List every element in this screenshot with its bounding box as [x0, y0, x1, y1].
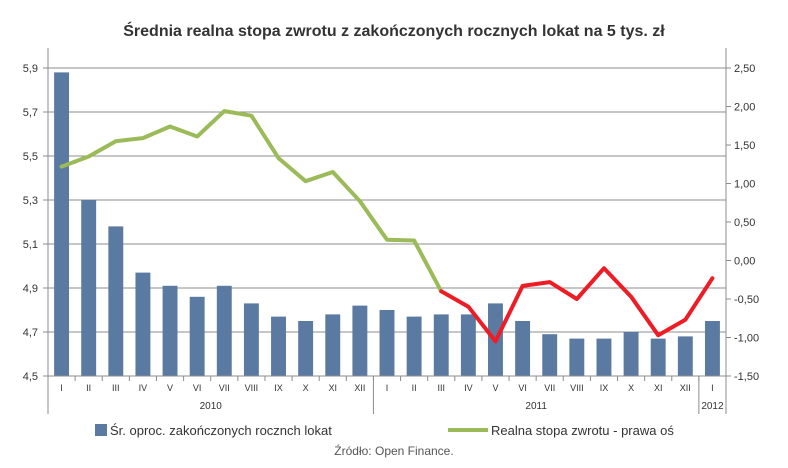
- bar: [569, 338, 585, 376]
- left-tick-label: 5,7: [23, 107, 38, 119]
- bar: [515, 321, 531, 376]
- legend: Śr. oproc. zakończonych rocznch lokat Re…: [95, 423, 674, 438]
- category-label: V: [492, 383, 498, 393]
- bar: [135, 272, 151, 376]
- left-tick-label: 5,3: [23, 195, 38, 207]
- left-tick-label: 4,7: [23, 327, 38, 339]
- left-tick-label: 5,5: [23, 151, 38, 163]
- bar: [542, 334, 558, 376]
- bar: [704, 321, 720, 376]
- category-label: VII: [219, 383, 230, 393]
- category-label: X: [628, 383, 634, 393]
- bar: [189, 296, 205, 376]
- bar: [325, 314, 341, 376]
- category-label: IX: [274, 383, 283, 393]
- bar: [162, 285, 178, 376]
- right-tick-label: 1,50: [734, 140, 755, 152]
- year-labels: 2010 2011 2012: [47, 376, 727, 414]
- chart-title: Średnia realna stopa zwrotu z zakończony…: [123, 21, 665, 40]
- category-label: XI: [329, 383, 338, 393]
- bar: [406, 316, 422, 376]
- bar: [108, 226, 124, 376]
- left-tick-label: 5,1: [23, 239, 38, 251]
- year-label: 2012: [701, 401, 724, 412]
- category-label: III: [437, 383, 445, 393]
- right-tick-label: -1,00: [734, 333, 759, 345]
- right-tick-label: 1,00: [734, 179, 755, 191]
- category-label: I: [386, 383, 389, 393]
- category-label: VIII: [570, 383, 584, 393]
- grid-lines: [48, 67, 726, 333]
- left-tick-label: 4,5: [23, 371, 38, 383]
- category-label: II: [412, 383, 417, 393]
- legend-bar-label: Śr. oproc. zakończonych rocznch lokat: [110, 423, 332, 438]
- line-series: [59, 109, 715, 344]
- bar: [81, 200, 97, 376]
- category-label: XII: [680, 383, 691, 393]
- bar: [677, 336, 693, 376]
- bar: [623, 332, 639, 376]
- left-tick-label: 5,9: [23, 63, 38, 75]
- category-label: I: [60, 383, 63, 393]
- category-label: VI: [518, 383, 527, 393]
- left-axis-ticks: 4,5 4,7 4,9 5,1 5,3 5,5 5,7 5,9: [23, 63, 48, 383]
- bar: [216, 285, 232, 376]
- line-positive-segment: [59, 109, 444, 294]
- year-label: 2011: [525, 401, 547, 412]
- category-label: X: [303, 383, 309, 393]
- right-tick-label: -0,50: [734, 294, 759, 306]
- category-label: VII: [544, 383, 555, 393]
- bar: [379, 310, 395, 376]
- category-label: I: [711, 383, 714, 393]
- category-label: IV: [464, 383, 473, 393]
- right-tick-label: 0,00: [734, 256, 755, 268]
- category-label: VIII: [245, 383, 259, 393]
- bar: [433, 314, 449, 376]
- line-negative-segment: [439, 266, 715, 344]
- bar: [596, 338, 612, 376]
- category-label: IV: [139, 383, 148, 393]
- category-labels: I II III IV V VI VII VIII IX X XI XII I II III IV V VI VII…: [60, 383, 713, 393]
- legend-line-label: Realna stopa zwrotu - prawa oś: [491, 423, 674, 438]
- bar: [352, 305, 368, 376]
- bar: [650, 338, 666, 376]
- category-label: IX: [600, 383, 609, 393]
- bar: [460, 314, 476, 376]
- source-note: Źródło: Open Finance.: [334, 443, 453, 458]
- right-tick-label: 2,00: [734, 102, 755, 114]
- category-label: III: [112, 383, 120, 393]
- category-label: II: [86, 383, 91, 393]
- bar-series: [54, 72, 720, 377]
- category-label: VI: [193, 383, 202, 393]
- year-label: 2010: [200, 401, 223, 412]
- bar: [298, 321, 314, 376]
- right-tick-label: 0,50: [734, 217, 755, 229]
- legend-bar-swatch: [95, 424, 107, 436]
- right-tick-label: 2,50: [734, 63, 755, 75]
- category-label: V: [167, 383, 173, 393]
- category-label: XI: [654, 383, 663, 393]
- bar: [271, 316, 286, 376]
- bar: [243, 303, 259, 376]
- right-axis-ticks: -1,50 -1,00 -0,50 0,00 0,50 1,00 1,50 2,00 2,50: [726, 63, 759, 383]
- category-label: XII: [354, 383, 365, 393]
- left-tick-label: 4,9: [23, 283, 38, 295]
- bar: [54, 72, 70, 377]
- right-tick-label: -1,50: [734, 371, 759, 383]
